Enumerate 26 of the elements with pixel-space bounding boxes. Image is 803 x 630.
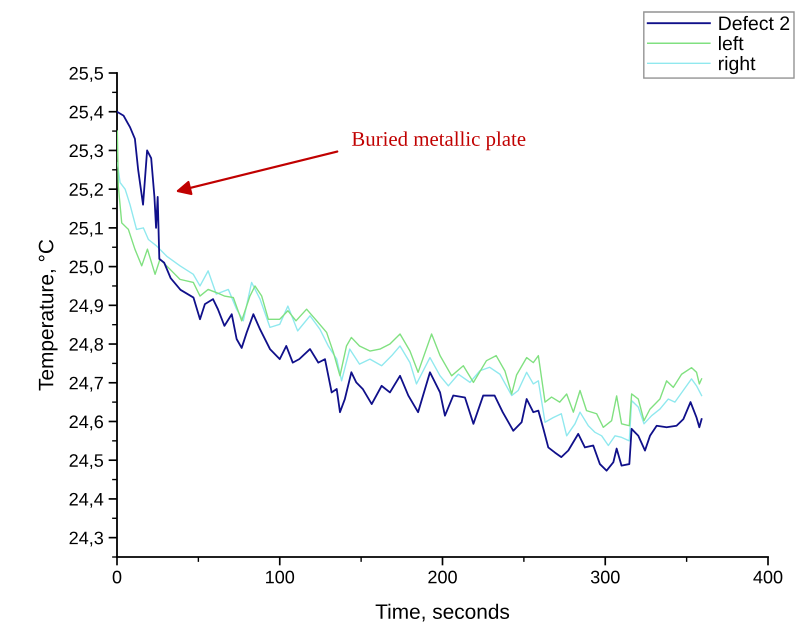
y-tick-label: 25,0: [70, 260, 104, 276]
legend-label: left: [719, 36, 744, 50]
y-tick-label: 24,6: [70, 415, 104, 430]
y-tick-label: 24,3: [70, 532, 104, 546]
y-tick-label: 24,4: [70, 492, 104, 508]
x-tick-label: 100: [266, 570, 294, 584]
y-tick-label: 25,2: [70, 183, 103, 198]
legend-label: Defect 2: [719, 16, 790, 30]
x-tick-label: 0: [112, 570, 122, 584]
x-tick-label: 300: [590, 570, 620, 584]
x-axis-title: Time, seconds: [376, 604, 510, 622]
x-tick-label: 200: [428, 570, 457, 584]
line-series: [117, 110, 703, 472]
legend-label: right: [718, 56, 756, 74]
y-tick-label: 25,4: [70, 106, 104, 121]
y-tick-label: 25,1: [70, 222, 103, 237]
y-tick-label: 24,7: [70, 376, 103, 392]
annotation: Buried metallic plate: [352, 131, 526, 150]
y-tick-label: 25,3: [70, 144, 104, 160]
y-tick-label: 25,5: [70, 66, 104, 82]
y-tick-label: 24,5: [70, 454, 104, 470]
y-tick-label: 24,8: [70, 338, 104, 353]
y-axis-title: Temperature, °C: [38, 240, 58, 390]
y-tick-label: 24,9: [70, 299, 103, 314]
x-tick-label: 400: [753, 570, 782, 584]
line-series: [117, 130, 702, 428]
